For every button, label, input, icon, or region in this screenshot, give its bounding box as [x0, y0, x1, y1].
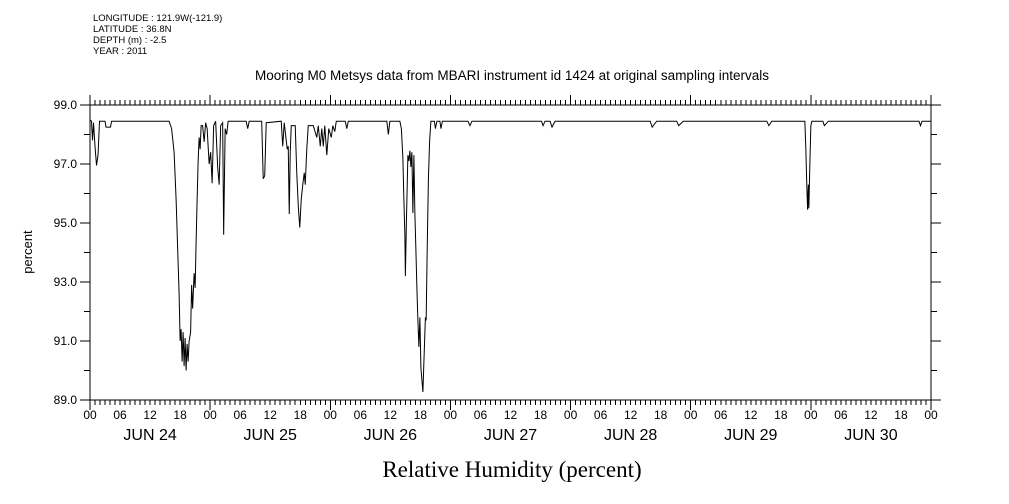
y-tick-label: 91.0	[54, 334, 78, 348]
y-tick-label: 97.0	[54, 157, 78, 171]
axes	[80, 95, 941, 410]
x-hour-label: 00	[804, 408, 818, 422]
x-hour-label: 06	[714, 408, 728, 422]
x-hour-label: 18	[414, 408, 428, 422]
y-tick-label: 93.0	[54, 275, 78, 289]
y-tick-label: 89.0	[54, 393, 78, 407]
x-hour-label: 12	[384, 408, 398, 422]
x-hour-label: 06	[474, 408, 488, 422]
chart-title: Mooring M0 Metsys data from MBARI instru…	[255, 68, 769, 83]
y-tick-label: 95.0	[54, 216, 78, 230]
metadata-latitude: LATITUDE : 36.8N	[93, 24, 172, 35]
x-day-label: JUN 24	[123, 427, 176, 444]
metadata-longitude: LONGITUDE : 121.9W(-121.9)	[93, 13, 222, 24]
x-hour-label: 18	[173, 408, 187, 422]
y-axis-label: percent	[20, 230, 35, 274]
metadata-block: LONGITUDE : 121.9W(-121.9) LATITUDE : 36…	[93, 13, 222, 57]
x-day-label: JUN 27	[484, 427, 537, 444]
x-hour-label: 12	[624, 408, 638, 422]
x-hour-label: 00	[324, 408, 338, 422]
x-hour-label: 00	[684, 408, 698, 422]
x-day-label: JUN 26	[364, 427, 417, 444]
humidity-line	[89, 119, 931, 393]
x-hour-label: 12	[504, 408, 518, 422]
x-hour-label: 00	[444, 408, 458, 422]
data-series	[89, 119, 931, 393]
x-hour-label: 00	[203, 408, 217, 422]
x-hour-label: 12	[864, 408, 878, 422]
x-hour-label: 12	[143, 408, 157, 422]
bottom-axis-title: Relative Humidity (percent)	[382, 457, 641, 482]
x-hour-label: 06	[594, 408, 608, 422]
metadata-depth: DEPTH (m) : -2.5	[93, 35, 166, 46]
x-hour-label: 00	[83, 408, 97, 422]
x-hour-label: 18	[894, 408, 908, 422]
x-hour-label: 06	[834, 408, 848, 422]
y-tick-label: 99.0	[54, 98, 78, 112]
x-hour-label: 12	[264, 408, 278, 422]
x-hour-label: 06	[233, 408, 247, 422]
x-day-label: JUN 30	[844, 427, 897, 444]
x-hour-label: 18	[774, 408, 788, 422]
x-hour-label: 06	[354, 408, 368, 422]
metadata-year: YEAR : 2011	[93, 46, 147, 57]
x-day-label: JUN 28	[604, 427, 657, 444]
x-hour-label: 18	[534, 408, 548, 422]
x-hour-label: 18	[294, 408, 308, 422]
plot-frame	[89, 104, 932, 401]
x-hour-label: 06	[113, 408, 127, 422]
x-day-label: JUN 29	[724, 427, 777, 444]
tick-labels: 00 06 12 18 00 06 12 18 00 06 12 18 00 06 12 18 00 06 12 18…	[54, 98, 938, 444]
x-hour-label: 12	[744, 408, 758, 422]
x-hour-label: 00	[564, 408, 578, 422]
x-hour-label: 00	[924, 408, 938, 422]
x-hour-label: 18	[654, 408, 668, 422]
x-day-label: JUN 25	[244, 427, 297, 444]
